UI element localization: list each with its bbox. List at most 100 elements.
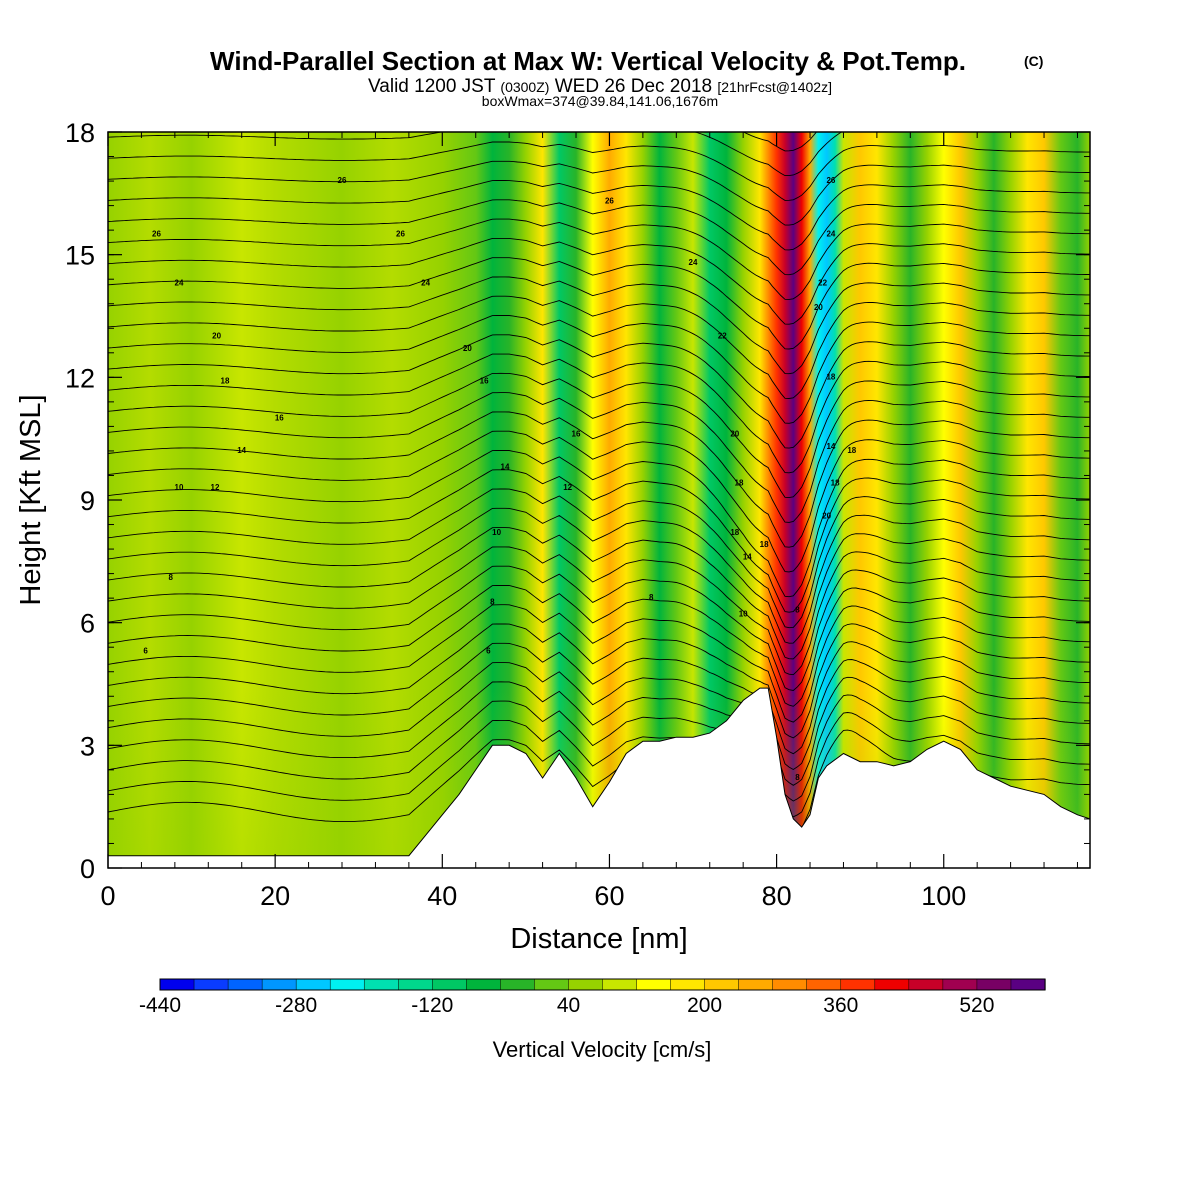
colorbar-frame (159, 978, 1046, 991)
colorbar-swatch (261, 978, 297, 991)
x-tick-label: 40 (427, 881, 457, 911)
colorbar-swatch (670, 978, 706, 991)
y-axis-ticks: 0 3 6 9 12 15 18 (65, 118, 1090, 884)
theta-contour-label: 8 (168, 573, 173, 582)
theta-contour-line (108, 546, 1090, 676)
colorbar-tick-label: 200 (687, 994, 722, 1017)
theta-contour-line (108, 507, 1090, 644)
potential-temperature-labels: 6 8 10 12 14 16 18 20 24 26 26 6 8 10 14 16 20 24 26 8 12 16 2… (143, 176, 856, 782)
colorbar-swatch (772, 978, 808, 991)
colorbar-swatch (466, 978, 502, 991)
theta-contour-line (108, 604, 1090, 723)
theta-contour-label: 20 (463, 344, 472, 353)
colorbar-swatch (227, 978, 263, 991)
colorbar-swatch (942, 978, 978, 991)
theta-contour-label: 14 (826, 442, 835, 451)
colorbar (159, 978, 1046, 991)
theta-contour-line (108, 295, 1090, 399)
theta-contour-line (108, 488, 1090, 629)
theta-contour-line (108, 180, 1090, 251)
theta-contour-line (108, 450, 1090, 598)
theta-contour-line (108, 694, 1090, 802)
colorbar-swatch (432, 978, 467, 991)
colorbar-swatch (806, 978, 842, 991)
theta-contour-line (108, 584, 1090, 707)
y-tick-label: 18 (65, 118, 95, 148)
theta-contour-line (108, 160, 1090, 226)
theta-contour-label: 20 (212, 332, 221, 341)
theta-contour-label: 24 (689, 258, 698, 267)
theta-contour-label: 12 (563, 483, 572, 492)
theta-contour-label: 26 (396, 229, 405, 238)
colorbar-swatch (1010, 978, 1046, 991)
theta-contour-label: 14 (237, 446, 246, 455)
theta-contour-line (108, 353, 1090, 474)
colorbar-swatch (840, 978, 876, 991)
theta-contour-label: 16 (572, 430, 581, 439)
theta-contour-label: 22 (718, 332, 727, 341)
colorbar-swatch (704, 978, 740, 991)
plot-area: 6 8 10 12 14 16 18 20 24 26 26 6 8 10 14 16 20 24 26 8 12 16 2… (108, 132, 1090, 868)
y-tick-label: 3 (80, 731, 95, 761)
x-tick-label: 20 (260, 881, 290, 911)
theta-contour-label: 8 (649, 593, 654, 602)
valid-time-line: Valid 1200 JST (0300Z) WED 26 Dec 2018 [… (368, 76, 832, 97)
theta-contour-line (108, 392, 1090, 523)
theta-contour-label: 26 (826, 176, 835, 185)
theta-contour-line (108, 218, 1090, 300)
forecast-info: [21hrFcst@1402z] (717, 79, 832, 95)
theta-contour-label: 6 (143, 646, 148, 655)
colorbar-swatch (636, 978, 672, 991)
terrain-profile (108, 687, 1090, 868)
theta-contour-line (108, 257, 1090, 350)
box-max-info: boxWmax=374@39.84,141.06,1676m (482, 93, 718, 109)
theta-contour-line (108, 430, 1090, 573)
colorbar-swatch (363, 978, 399, 991)
theta-contour-line (108, 141, 1090, 201)
colorbar-tick-label: 40 (557, 994, 580, 1017)
colorbar-swatch (534, 978, 570, 991)
theta-contour-label: 18 (760, 540, 769, 549)
colorbar-tick-label: -120 (411, 994, 453, 1017)
valid-date: WED 26 Dec 2018 (555, 76, 712, 97)
theta-contour-label: 14 (501, 462, 510, 471)
y-tick-label: 6 (80, 609, 95, 639)
colorbar-swatch (738, 978, 774, 991)
y-tick-label: 0 (80, 854, 95, 884)
theta-contour-label: 26 (152, 229, 161, 238)
theta-contour-label: 16 (275, 413, 284, 422)
theta-contour-line (108, 276, 1090, 375)
theta-contour-line (108, 469, 1090, 613)
theta-contour-label: 12 (211, 483, 220, 492)
chart-title: Wind-Parallel Section at Max W: Vertical… (210, 46, 966, 76)
theta-contour-label: 20 (822, 512, 831, 521)
colorbar-tick-label: -280 (275, 994, 317, 1017)
theta-contour-label: 8 (795, 606, 800, 615)
theta-contour-label: 16 (480, 377, 489, 386)
colorbar-swatch (874, 978, 910, 991)
valid-utc: (0300Z) (500, 79, 549, 95)
theta-contour-label: 20 (814, 303, 823, 312)
y-tick-label: 15 (65, 241, 95, 271)
y-axis-label: Height [Kft MSL] (15, 394, 47, 605)
theta-contour-line (108, 334, 1090, 449)
theta-contour-label: 6 (486, 646, 491, 655)
colorbar-swatch (398, 978, 433, 991)
theta-contour-label: 18 (847, 446, 856, 455)
x-axis-label: Distance [nm] (510, 923, 687, 955)
theta-contour-line (108, 315, 1090, 424)
colorbar-tick-labels: -440 -280 -120 40 200 360 520 (139, 994, 994, 1017)
theta-contour-line (108, 565, 1090, 691)
theta-contour-label: 8 (795, 773, 800, 782)
theta-contour-label: 22 (818, 278, 827, 287)
theta-contour-line (108, 199, 1090, 276)
colorbar-swatch (329, 978, 365, 991)
theta-contour-label: 24 (826, 229, 835, 238)
y-tick-label: 12 (65, 363, 95, 393)
theta-contour-line (108, 411, 1090, 548)
theta-contour-line (108, 527, 1090, 660)
theta-contour-label: 18 (735, 479, 744, 488)
theta-contour-line (108, 676, 1090, 786)
valid-prefix: Valid 1200 JST (368, 76, 496, 97)
